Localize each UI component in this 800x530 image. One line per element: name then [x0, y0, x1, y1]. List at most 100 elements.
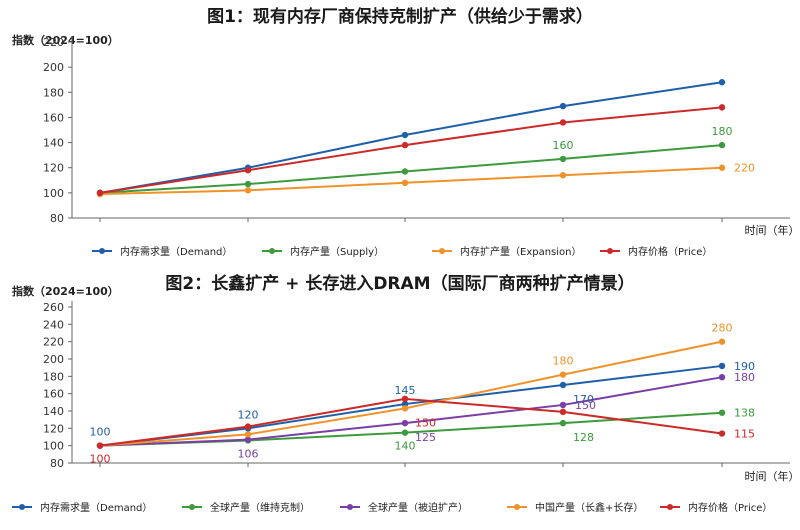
data-point	[559, 371, 567, 378]
legend-entry: 内存需求量（Demand）	[40, 501, 152, 514]
data-point	[718, 362, 726, 370]
data-label: 100	[90, 453, 111, 466]
y-tick-label: 200	[43, 353, 64, 366]
chart-1: 图1：现有内存厂商保持克制扩产（供给少于需求） 指数（2024=100） 80 100…	[12, 6, 800, 258]
data-point	[244, 436, 252, 443]
data-label: 170	[573, 393, 594, 406]
data-point	[718, 430, 726, 437]
chart-2: 图2：长鑫扩产 + 长存进入DRAM（国际厂商两种扩产情景） 指数（2024=10…	[12, 273, 800, 514]
y-tick-label: 180	[43, 370, 64, 383]
data-point	[718, 104, 726, 111]
data-point	[718, 374, 726, 381]
legend-swatch-dot	[269, 248, 275, 254]
y-tick-label: 260	[43, 301, 64, 314]
data-label: 125	[415, 431, 436, 444]
series-line	[99, 81, 723, 194]
legend-swatch-dot	[189, 504, 195, 510]
data-label: 128	[573, 431, 594, 444]
data-point	[244, 187, 252, 194]
legend-swatch-dot	[99, 248, 105, 254]
data-label: 190	[734, 360, 755, 373]
y-tick-label: 220	[43, 36, 64, 49]
y-tick-label: 160	[43, 388, 64, 401]
chart-title: 图2：长鑫扩产 + 长存进入DRAM（国际厂商两种扩产情景）	[165, 273, 634, 294]
y-tick-label: 100	[43, 187, 64, 200]
series-line	[99, 106, 723, 194]
data-point	[244, 431, 252, 438]
y-tick-label: 140	[43, 405, 64, 418]
data-label: 120	[238, 408, 259, 421]
data-point	[718, 338, 726, 345]
data-label: 220	[734, 162, 755, 175]
legend-entry: 全球产量（维持克制）	[210, 501, 310, 514]
data-point	[559, 172, 567, 179]
y-tick-label: 200	[43, 61, 64, 74]
y-tick-label: 240	[43, 318, 64, 331]
legend-entry: 中国产量（长鑫+长存）	[535, 501, 643, 514]
legend-entry: 内存价格（Price）	[688, 501, 772, 514]
data-label: 180	[734, 371, 755, 384]
data-point	[559, 155, 567, 163]
legend-swatch-dot	[667, 504, 673, 510]
data-label: 140	[395, 440, 416, 453]
data-label: 145	[395, 384, 416, 397]
data-point	[401, 179, 409, 186]
data-point	[401, 141, 409, 149]
legend-entry: 内存扩产量（Expansion）	[460, 245, 582, 258]
data-point	[96, 189, 104, 197]
data-point	[718, 79, 726, 86]
data-label: 138	[734, 407, 755, 420]
y-tick-label: 140	[43, 137, 64, 150]
data-point	[559, 102, 567, 110]
data-point	[401, 168, 409, 175]
series-line	[99, 144, 723, 194]
x-axis-label: 时间（年）	[745, 469, 800, 483]
y-tick-label: 120	[43, 422, 64, 435]
data-point	[559, 381, 567, 389]
y-axis-label: 指数（2024=100）	[12, 284, 119, 298]
data-point	[559, 408, 567, 416]
legend-swatch-dot	[347, 504, 353, 510]
legend-entry: 内存需求量（Demand）	[120, 245, 232, 258]
data-label: 106	[238, 447, 259, 460]
data-point	[559, 401, 567, 409]
y-axis-label: 指数（2024=100）	[12, 33, 119, 47]
data-label: 150	[575, 399, 596, 412]
chart-title: 图1：现有内存厂商保持克制扩产（供给少于需求）	[207, 6, 593, 27]
data-point	[96, 442, 104, 449]
data-point	[559, 419, 567, 427]
data-point	[401, 395, 409, 403]
data-label: 160	[553, 139, 574, 152]
legend-swatch-dot	[514, 504, 520, 510]
legend-entry: 全球产量（被迫扩产）	[368, 501, 468, 514]
y-tick-label: 180	[43, 86, 64, 99]
data-label: 180	[553, 355, 574, 368]
data-point	[244, 167, 252, 174]
legend-entry: 内存产量（Supply）	[290, 245, 384, 258]
data-point	[401, 419, 409, 427]
x-axis-label: 时间（年）	[745, 223, 800, 237]
legend-swatch-dot	[607, 248, 613, 254]
data-label: 100	[90, 426, 111, 439]
legend-entry: 内存价格（Price）	[628, 245, 712, 258]
data-point	[718, 164, 726, 171]
data-point	[718, 141, 726, 149]
y-tick-label: 160	[43, 111, 64, 124]
data-label: 115	[734, 428, 755, 441]
y-tick-label: 100	[43, 440, 64, 453]
data-label: 280	[712, 322, 733, 335]
data-point	[718, 409, 726, 416]
data-label: 150	[415, 416, 436, 429]
data-point	[559, 119, 567, 126]
data-point	[401, 429, 409, 436]
legend-swatch-dot	[19, 504, 25, 510]
data-point	[244, 423, 252, 430]
y-tick-label: 220	[43, 336, 64, 349]
data-label: 180	[712, 125, 733, 138]
y-tick-label: 80	[50, 457, 64, 470]
y-tick-label: 120	[43, 162, 64, 175]
y-tick-label: 80	[50, 212, 64, 225]
data-point	[244, 180, 252, 188]
